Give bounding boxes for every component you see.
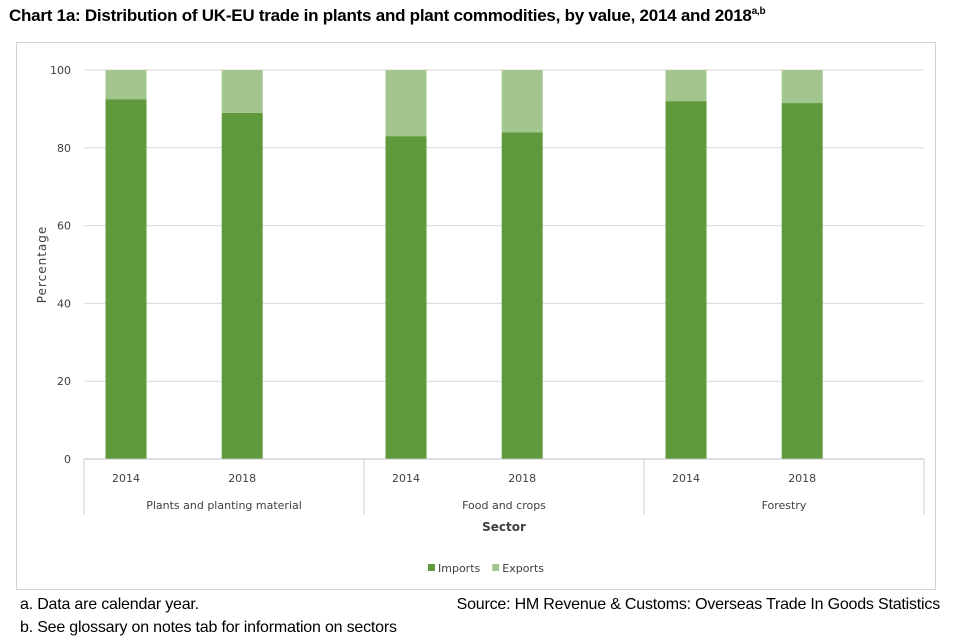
x-tick-label-2-2018: 2018 xyxy=(508,472,536,485)
y-tick-label-20: 20 xyxy=(57,375,71,388)
bar-imports-3-2018 xyxy=(781,103,823,459)
group-label-2: Food and crops xyxy=(462,499,546,512)
legend-swatch-exports xyxy=(492,564,500,571)
y-tick-label-0: 0 xyxy=(64,453,71,466)
group-label-3: Forestry xyxy=(762,499,807,512)
footnote-b: b. See glossary on notes tab for informa… xyxy=(20,619,397,636)
x-tick-label-1-2014: 2014 xyxy=(112,472,140,485)
bar-imports-3-2014 xyxy=(665,101,707,460)
legend-swatch-imports xyxy=(428,564,435,571)
x-tick-label-2-2014: 2014 xyxy=(392,472,420,485)
y-tick-label-100: 100 xyxy=(50,64,71,77)
chart-title-superscript: a,b xyxy=(751,6,766,17)
chart-title: Chart 1a: Distribution of UK-EU trade in… xyxy=(9,6,949,26)
bar-imports-1-2014 xyxy=(105,99,147,460)
bar-imports-1-2018 xyxy=(221,112,263,459)
x-tick-label-1-2018: 2018 xyxy=(228,472,256,485)
footnote-a: a. Data are calendar year. xyxy=(20,596,199,613)
y-tick-label-60: 60 xyxy=(57,220,71,233)
bar-exports-3-2014 xyxy=(665,70,707,102)
x-tick-label-3-2014: 2014 xyxy=(672,472,700,485)
y-tick-label-40: 40 xyxy=(57,297,71,310)
bar-exports-1-2014 xyxy=(105,70,147,100)
legend-label-imports: Imports xyxy=(438,562,481,575)
y-axis-label: Percentage xyxy=(35,226,49,304)
legend-label-exports: Exports xyxy=(502,562,544,575)
x-tick-label-3-2018: 2018 xyxy=(788,472,816,485)
bar-exports-2-2014 xyxy=(385,70,427,137)
bar-exports-3-2018 xyxy=(781,70,823,104)
x-axis-label: Sector xyxy=(482,520,526,534)
source-note: Source: HM Revenue & Customs: Overseas T… xyxy=(456,596,941,613)
bar-imports-2-2018 xyxy=(501,132,543,460)
bar-imports-2-2014 xyxy=(385,136,427,459)
chart-title-text: Chart 1a: Distribution of UK-EU trade in… xyxy=(9,6,752,25)
bar-exports-1-2018 xyxy=(221,70,263,113)
bar-exports-2-2018 xyxy=(501,70,543,133)
group-label-1: Plants and planting material xyxy=(146,499,302,512)
y-tick-label-80: 80 xyxy=(57,142,71,155)
